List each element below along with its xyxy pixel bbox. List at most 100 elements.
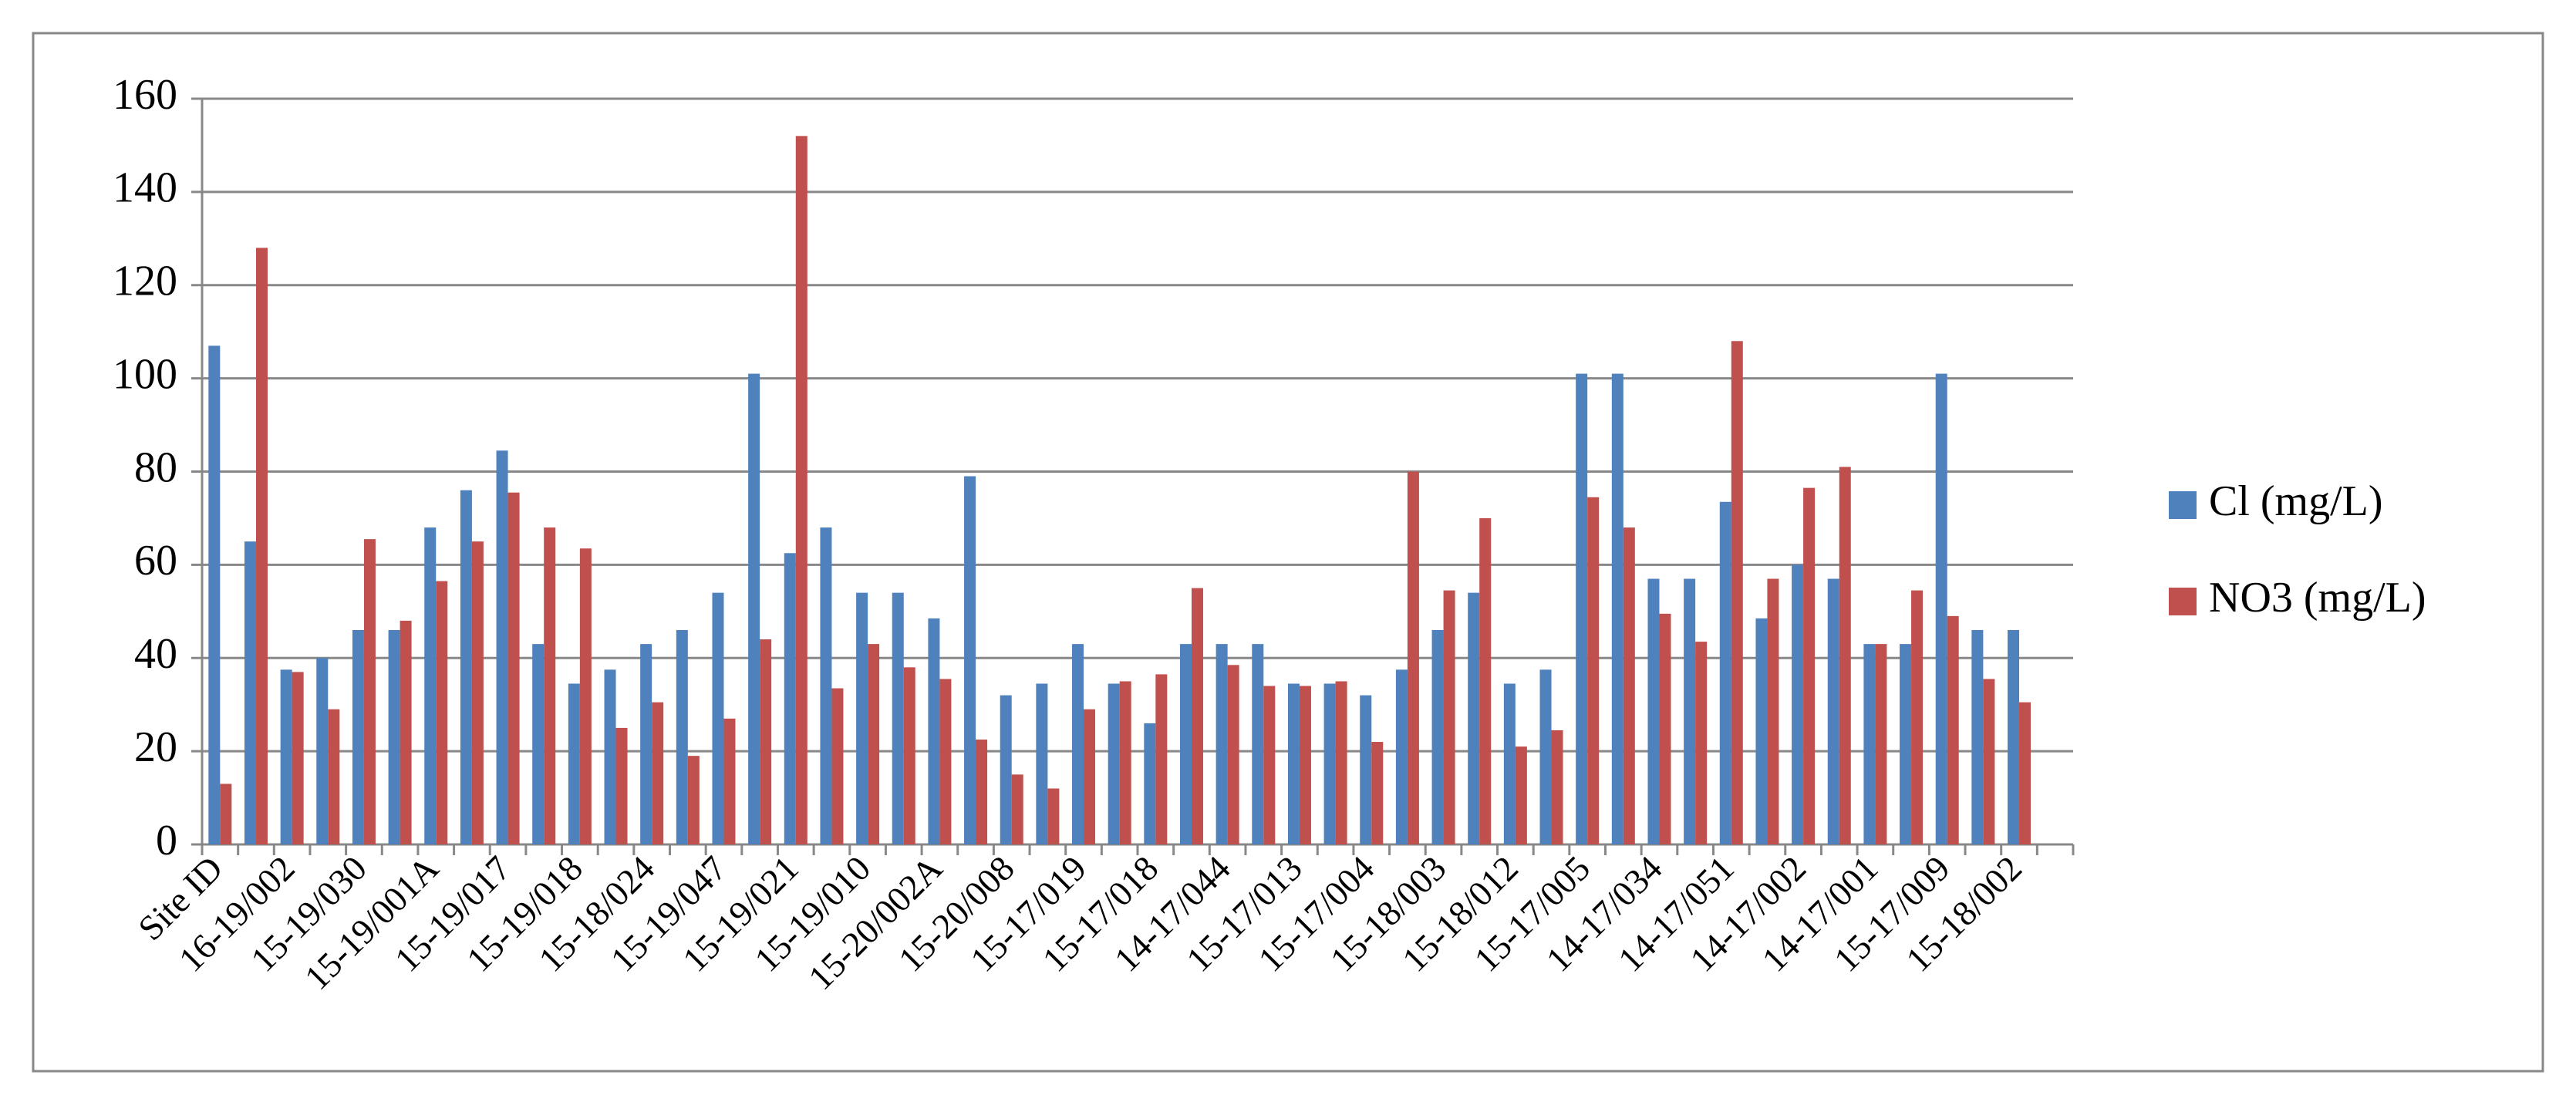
bar bbox=[1395, 669, 1408, 844]
bar bbox=[1935, 373, 1947, 844]
bar bbox=[1227, 665, 1239, 844]
legend-label: NO3 (mg/L) bbox=[2209, 574, 2426, 622]
y-tick-label: 60 bbox=[134, 537, 177, 585]
bar bbox=[676, 629, 688, 844]
bar bbox=[507, 492, 520, 844]
bar bbox=[244, 541, 256, 844]
bar bbox=[2008, 629, 2020, 844]
y-tick-label: 40 bbox=[134, 630, 177, 678]
bar bbox=[1323, 683, 1336, 844]
bar bbox=[292, 672, 304, 844]
bar bbox=[1252, 644, 1264, 844]
y-tick-label: 100 bbox=[113, 350, 177, 398]
bar bbox=[1371, 742, 1384, 844]
bar bbox=[795, 136, 808, 845]
bar bbox=[1036, 683, 1048, 844]
bar bbox=[820, 527, 832, 844]
bar bbox=[496, 450, 508, 844]
bar bbox=[760, 639, 772, 844]
bar bbox=[2019, 702, 2031, 844]
bar bbox=[1576, 373, 1588, 844]
bar bbox=[1827, 578, 1839, 844]
bar bbox=[1875, 644, 1887, 844]
bar bbox=[1144, 723, 1156, 844]
bar bbox=[1503, 683, 1516, 844]
legend-label: Cl (mg/L) bbox=[2209, 477, 2383, 525]
y-tick-label: 80 bbox=[134, 443, 177, 491]
bar bbox=[1011, 774, 1023, 844]
bar bbox=[1731, 341, 1743, 844]
bar bbox=[1587, 497, 1600, 844]
bar bbox=[400, 620, 412, 844]
bar bbox=[544, 527, 556, 844]
bar bbox=[964, 476, 976, 844]
bar bbox=[1863, 644, 1876, 844]
bar bbox=[1072, 644, 1084, 844]
bar bbox=[1803, 487, 1816, 844]
bar bbox=[615, 727, 628, 844]
bar bbox=[471, 541, 484, 844]
legend-swatch bbox=[2169, 491, 2197, 519]
bar bbox=[1084, 709, 1096, 844]
bar bbox=[1443, 590, 1455, 844]
bar bbox=[1755, 618, 1768, 844]
y-tick-label: 0 bbox=[156, 817, 177, 864]
bar bbox=[1684, 578, 1696, 844]
bar bbox=[939, 679, 952, 844]
bar bbox=[976, 740, 988, 844]
legend-swatch bbox=[2169, 588, 2197, 615]
bar bbox=[352, 629, 364, 844]
bar bbox=[1216, 644, 1228, 844]
bar bbox=[748, 373, 760, 844]
y-tick-label: 20 bbox=[134, 723, 177, 771]
bar bbox=[1719, 501, 1731, 844]
bar bbox=[687, 756, 700, 844]
bar bbox=[604, 669, 616, 844]
bar bbox=[1695, 642, 1708, 844]
bar bbox=[1539, 669, 1552, 844]
bar bbox=[363, 539, 376, 844]
bar bbox=[1551, 730, 1563, 844]
bar bbox=[868, 644, 880, 844]
bar bbox=[460, 490, 472, 844]
bar bbox=[1047, 788, 1060, 844]
bar bbox=[1108, 683, 1120, 844]
bar bbox=[424, 527, 437, 844]
bar bbox=[1299, 686, 1311, 844]
bar bbox=[1900, 644, 1912, 844]
bar bbox=[1659, 613, 1671, 844]
bar bbox=[831, 688, 844, 844]
bar bbox=[1983, 679, 1995, 844]
y-tick-label: 120 bbox=[113, 258, 177, 305]
bar bbox=[316, 658, 329, 844]
bar bbox=[1623, 527, 1635, 844]
bar bbox=[255, 248, 268, 844]
bar bbox=[568, 683, 580, 844]
bar bbox=[652, 702, 664, 844]
chart-frame bbox=[32, 32, 2544, 1073]
bar bbox=[1179, 644, 1192, 844]
bar bbox=[220, 784, 232, 844]
bar bbox=[1191, 588, 1203, 844]
bar bbox=[579, 548, 592, 844]
bar bbox=[1792, 564, 1804, 844]
bar bbox=[1360, 695, 1372, 844]
bar bbox=[640, 644, 652, 844]
bar bbox=[1287, 683, 1300, 844]
bar bbox=[1947, 615, 1959, 844]
bar bbox=[723, 718, 736, 844]
bar bbox=[436, 581, 448, 844]
bar bbox=[1119, 681, 1131, 844]
bar bbox=[1155, 674, 1168, 844]
bar bbox=[1839, 467, 1851, 844]
bar bbox=[388, 629, 400, 844]
bar bbox=[280, 669, 292, 844]
bar bbox=[1468, 592, 1480, 844]
bar bbox=[1335, 681, 1347, 844]
bar bbox=[712, 592, 724, 844]
bar bbox=[208, 345, 221, 845]
bar bbox=[1647, 578, 1660, 844]
y-tick-label: 140 bbox=[113, 164, 177, 212]
bar bbox=[532, 644, 545, 844]
